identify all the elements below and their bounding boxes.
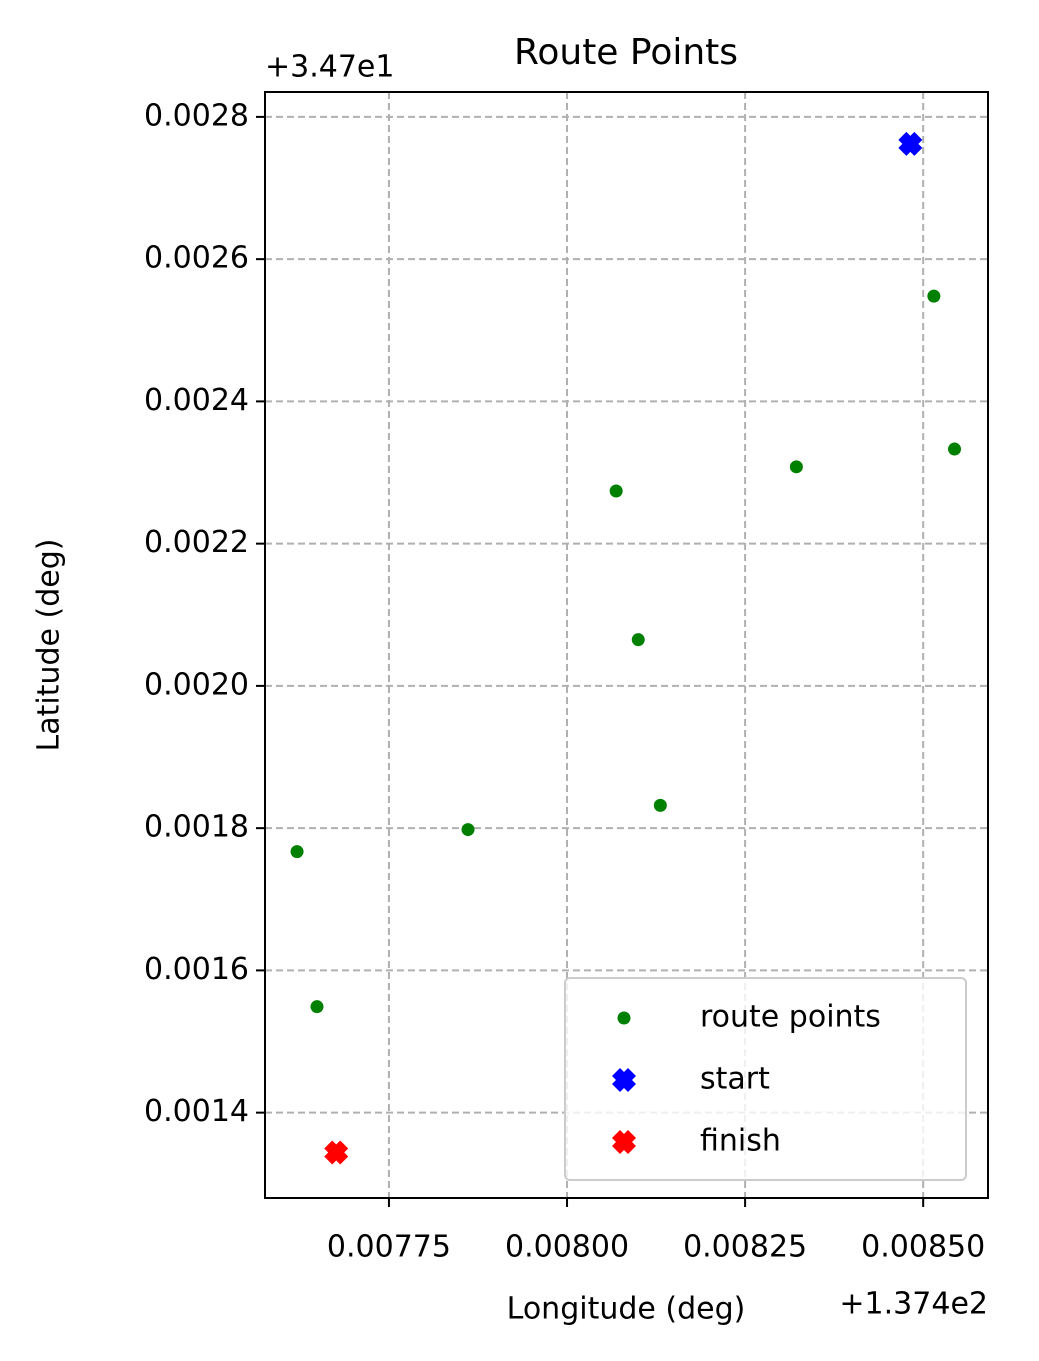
x-tick-label: 0.00825 <box>683 1230 807 1265</box>
point <box>927 289 941 303</box>
x-offset: +1.374e2 <box>839 1287 988 1322</box>
legend-marker <box>617 1011 631 1025</box>
y-tick-label: 0.0020 <box>144 667 249 702</box>
x-axis-label: Longitude (deg) <box>507 1292 746 1327</box>
point <box>789 460 803 474</box>
point <box>324 1140 349 1165</box>
x-tick-label: 0.00850 <box>861 1230 985 1265</box>
legend-frame <box>564 977 967 1181</box>
y-tick-label: 0.0016 <box>144 952 249 987</box>
y-tick-label: 0.0024 <box>144 383 249 418</box>
legend-marker <box>612 1130 636 1154</box>
legend-label: finish <box>700 1124 781 1159</box>
point <box>310 1000 324 1014</box>
y-axis-label: Latitude (deg) <box>32 539 67 752</box>
y-tick-label: 0.0014 <box>144 1094 249 1129</box>
point <box>609 484 623 498</box>
x-tick-label: 0.00775 <box>327 1230 451 1265</box>
point <box>290 845 304 859</box>
y-tick-label: 0.0018 <box>144 810 249 845</box>
y-tick-label: 0.0028 <box>144 98 249 133</box>
point <box>898 131 923 156</box>
point <box>631 633 645 647</box>
plot-frame <box>264 91 989 1199</box>
y-tick-label: 0.0026 <box>144 241 249 276</box>
x-tick-label: 0.00800 <box>505 1230 629 1265</box>
chart-title: Route Points <box>514 32 738 73</box>
legend: route points start finish <box>564 977 967 1181</box>
legend-marker <box>612 1068 636 1092</box>
y-tick-label: 0.0022 <box>144 525 249 560</box>
legend-label: route points <box>700 1000 881 1035</box>
point <box>461 823 475 837</box>
point <box>948 442 962 456</box>
point <box>653 798 667 812</box>
y-offset: +3.47e1 <box>265 50 394 85</box>
legend-label: start <box>700 1062 770 1097</box>
